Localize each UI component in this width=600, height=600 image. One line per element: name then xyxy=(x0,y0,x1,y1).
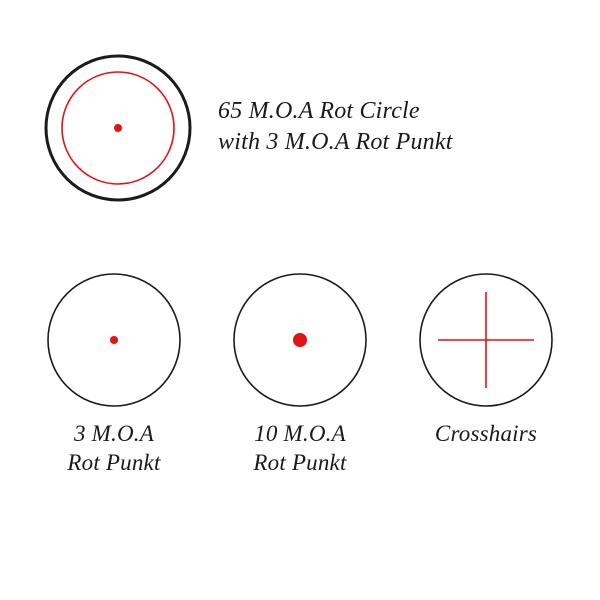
reticle-dot-1 xyxy=(293,333,307,347)
label-3moa-line1: 3 M.O.A xyxy=(24,420,204,449)
label-10moa-line2: Rot Punkt xyxy=(210,449,390,478)
label-3moa-line2: Rot Punkt xyxy=(24,449,204,478)
reticle-diagram: 65 M.O.A Rot Circle with 3 M.O.A Rot Pun… xyxy=(0,0,600,600)
label-crosshairs: Crosshairs xyxy=(396,420,576,449)
label-10moa: 10 M.O.A Rot Punkt xyxy=(210,420,390,478)
label-10moa-line1: 10 M.O.A xyxy=(210,420,390,449)
label-3moa: 3 M.O.A Rot Punkt xyxy=(24,420,204,478)
reticle-row-svg xyxy=(0,0,600,600)
label-crosshairs-line1: Crosshairs xyxy=(396,420,576,449)
reticle-dot-0 xyxy=(110,336,118,344)
